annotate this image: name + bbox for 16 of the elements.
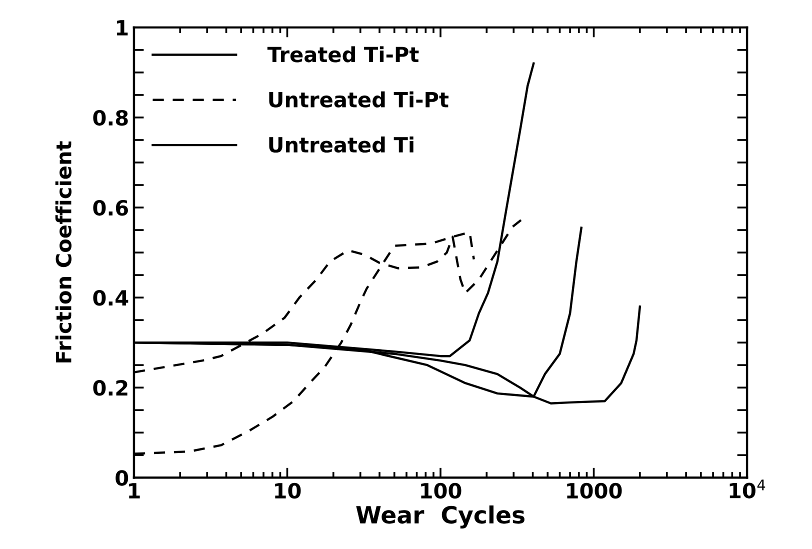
x-tick-label: 10 [275, 482, 301, 499]
x-tick-label: 1000 [567, 482, 622, 499]
x-tick-label: 1 [129, 483, 140, 498]
y-axis-title: Friction Coefficient [55, 141, 72, 362]
y-tick-label: 1 [116, 20, 128, 36]
x-tick-label: 10$^{4}$ [730, 480, 766, 498]
y-tick-label: 0.8 [93, 110, 128, 126]
legend-label: Untreated Ti-Pt [269, 91, 448, 108]
y-tick-label: 0.6 [93, 200, 128, 216]
y-tick-label: 0 [116, 470, 128, 486]
x-tick-label: 100 [421, 482, 462, 499]
x-axis-title: Wear Cycles [356, 505, 524, 528]
y-tick-label: 0.4 [93, 290, 128, 306]
legend-label: Untreated Ti [269, 136, 414, 153]
legend-label: Treated Ti-Pt [267, 46, 419, 62]
y-tick-label: 0.2 [93, 380, 128, 396]
